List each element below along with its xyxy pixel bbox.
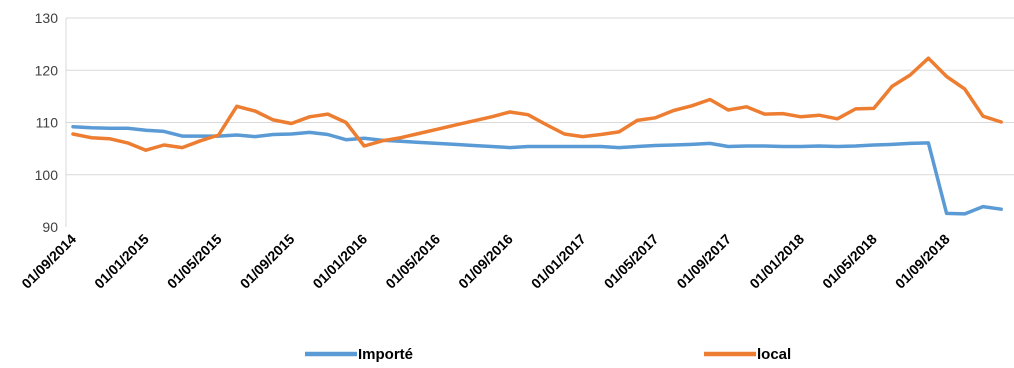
gridlines — [66, 17, 1014, 176]
y-tick-label: 110 — [36, 115, 59, 131]
x-tick-label: 01/09/2016 — [455, 231, 516, 292]
y-tick-label: 90 — [42, 219, 58, 235]
series-line-local — [71, 56, 1003, 152]
legend-label: local — [757, 346, 791, 363]
legend-label: Importé — [358, 346, 413, 363]
x-tick-labels: 01/09/2014 01/01/2015 01/05/2015 01/09/2015… — [18, 231, 953, 292]
y-tick-labels: 90 100 110 120 130 — [35, 10, 59, 235]
y-tick-label: 120 — [35, 62, 59, 78]
x-tick-label: 01/09/2018 — [892, 231, 953, 292]
x-tick-label: 01/09/2017 — [673, 231, 734, 292]
y-tick-label: 100 — [35, 167, 59, 183]
series-lines — [71, 56, 1003, 216]
x-tick-label: 01/09/2014 — [18, 231, 79, 292]
x-tick-label: 01/01/2017 — [528, 231, 589, 292]
x-tick-label: 01/05/2016 — [382, 231, 443, 292]
x-tick-label: 01/05/2017 — [601, 231, 662, 292]
x-tick-label: 01/09/2015 — [237, 231, 298, 292]
x-tick-label: 01/05/2018 — [819, 231, 880, 292]
x-tick-label: 01/01/2015 — [91, 231, 152, 292]
legend: Importé local — [305, 346, 791, 363]
y-tick-label: 130 — [35, 10, 59, 26]
series-line-importe — [71, 124, 1003, 216]
x-tick-label: 01/01/2016 — [309, 231, 370, 292]
x-tick-label: 01/01/2018 — [746, 231, 807, 292]
x-tick-label: 01/05/2015 — [164, 231, 225, 292]
